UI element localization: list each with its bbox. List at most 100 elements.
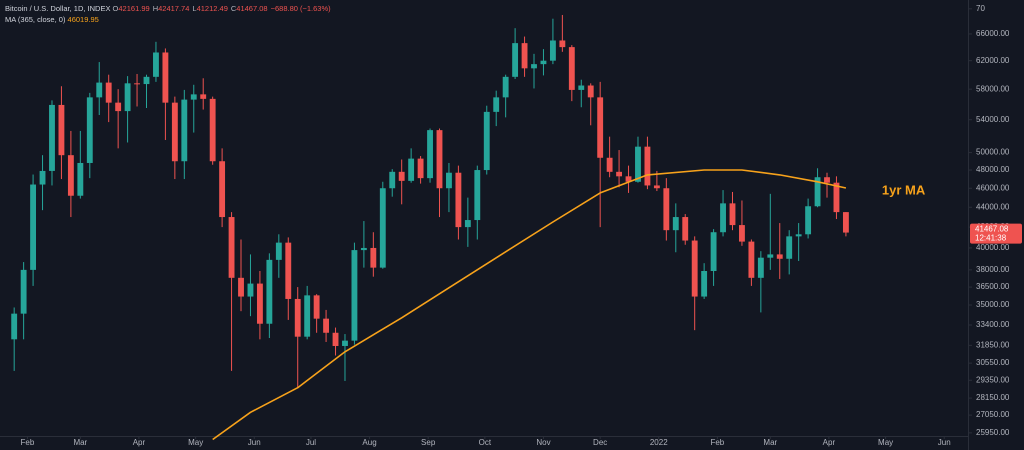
candle-body (436, 130, 443, 189)
candle-body (313, 295, 320, 319)
x-tick-label: Apr (133, 438, 146, 447)
y-tick-label: 46000.00 (976, 183, 1010, 192)
candle-body (549, 40, 556, 61)
candle-body (228, 217, 235, 278)
candle-body (635, 146, 641, 182)
candle-body (720, 203, 726, 233)
candle-body (625, 176, 632, 182)
ohlc-key: H (152, 4, 159, 13)
x-tick-label: Aug (362, 438, 376, 447)
candle-body (512, 43, 519, 77)
symbol-row: Bitcoin / U.S. Dollar, 1D, INDEX O42161.… (5, 3, 334, 14)
candle-body (398, 171, 405, 181)
candle-body (691, 240, 698, 297)
candle-body (502, 76, 509, 98)
y-tick-label: 25950.00 (976, 428, 1010, 437)
candle-body (427, 130, 433, 179)
y-tick-label: 35000.00 (976, 300, 1010, 309)
candle-body (408, 158, 415, 181)
y-tick-label: 33400.00 (976, 320, 1010, 329)
x-tick-label: Apr (823, 438, 836, 447)
y-tick-label: 29350.00 (976, 375, 1010, 384)
x-tick-label: Feb (710, 438, 724, 447)
last-price: 41467.08 (975, 225, 1009, 234)
y-tick-label: 62000.00 (976, 56, 1010, 65)
candle-body (417, 158, 424, 179)
x-tick-label: Feb (21, 438, 35, 447)
x-tick-label: Mar (73, 438, 87, 447)
candle-body (833, 182, 840, 213)
ma-row: MA (365, close, 0) 46019.95 (5, 14, 334, 25)
candle-body (786, 236, 793, 259)
candle-body (814, 177, 821, 207)
candle-body (11, 313, 18, 340)
x-tick-label: Jun (248, 438, 261, 447)
candle-body (531, 64, 537, 69)
candle-body (842, 212, 849, 233)
change: −688.80 (−1.63%) (270, 4, 331, 13)
candle-body (653, 185, 660, 189)
ohlc-values: O42161.99 H42417.74 L41212.49 C41467.08 (113, 4, 271, 13)
y-tick-label: 27050.00 (976, 410, 1010, 419)
y-tick-label: 54000.00 (976, 115, 1010, 124)
x-tick-label: Jul (306, 438, 316, 447)
candle-body (86, 97, 93, 163)
y-tick-label: 31850.00 (976, 340, 1010, 349)
symbol-title: Bitcoin / U.S. Dollar, 1D, INDEX (5, 4, 111, 13)
candle-body (294, 298, 301, 337)
candle-body (455, 172, 462, 228)
candle-body (77, 162, 84, 196)
ohlc-key: L (192, 4, 197, 13)
candle-body (540, 60, 547, 65)
candle-body (351, 250, 358, 341)
x-tick-label: Mar (763, 438, 777, 447)
candles (11, 14, 849, 389)
candle-body (332, 332, 339, 346)
candle-body (39, 170, 46, 185)
ohlc-value: 41212.49 (196, 4, 228, 13)
candle-body (568, 47, 575, 90)
legend-header: Bitcoin / U.S. Dollar, 1D, INDEX O42161.… (5, 3, 334, 25)
candle-body (559, 40, 566, 48)
candle-body (370, 247, 377, 268)
candle-body (67, 155, 74, 196)
x-tick-label: Sep (421, 438, 436, 447)
candle-body (219, 161, 226, 218)
candle-body (493, 97, 500, 112)
ohlc-key: O (112, 4, 119, 13)
ohlc-key: C (230, 4, 237, 13)
candle-body (49, 104, 55, 171)
ohlc-value: 41467.08 (236, 4, 268, 13)
candle-body (587, 85, 594, 98)
ma-name: MA (365, close, 0) (5, 15, 66, 24)
candle-body (58, 104, 65, 156)
candle-body (748, 241, 755, 278)
annotation: 1yr MA (882, 182, 926, 197)
candle-body (153, 52, 159, 77)
x-tick-label: Oct (479, 438, 492, 447)
candle-body (663, 188, 670, 231)
y-tick-label: 50000.00 (976, 148, 1010, 157)
y-tick-label: 40000.00 (976, 243, 1010, 252)
y-tick-label: 66000.00 (976, 29, 1010, 38)
candle-body (96, 82, 103, 98)
candle-body (209, 98, 216, 162)
candle-body (105, 82, 112, 103)
candle-body (190, 94, 197, 100)
candle-body (238, 277, 244, 297)
candle-body (342, 340, 348, 346)
candle-body (729, 203, 736, 226)
candle-body (578, 85, 585, 90)
candle-body (644, 146, 651, 186)
candle-body (30, 184, 37, 270)
x-tick-label: Jun (938, 438, 951, 447)
ohlc-value: 42417.74 (158, 4, 190, 13)
candle-body (162, 52, 169, 103)
ma-value: 46019.95 (67, 15, 99, 24)
y-tick-label: 36500.00 (976, 282, 1010, 291)
candle-body (266, 259, 273, 324)
x-tick-label: May (878, 438, 893, 447)
ohlc-value: 42161.99 (118, 4, 150, 13)
candle-body (304, 295, 311, 337)
